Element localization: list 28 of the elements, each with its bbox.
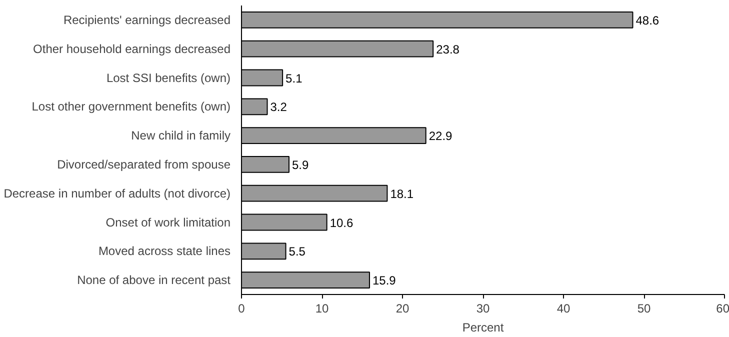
- x-tick-label: 0: [238, 302, 246, 316]
- x-axis-title: Percent: [462, 320, 504, 334]
- y-tick-label: Decrease in number of adults (not divorce): [4, 186, 231, 200]
- data-label: 48.6: [636, 13, 660, 28]
- x-tick-label: 40: [556, 302, 570, 316]
- data-label: 5.9: [292, 158, 310, 172]
- y-tick-label: Other household earnings decreased: [33, 42, 230, 56]
- x-tick-label: 60: [716, 302, 729, 316]
- data-label: 22.9: [428, 129, 453, 144]
- data-label: 23.8: [436, 42, 460, 56]
- y-tick-label: Lost SSI benefits (own): [106, 70, 231, 85]
- data-label: 10.6: [330, 216, 354, 230]
- data-label: 5.1: [286, 71, 303, 86]
- data-label: 3.2: [270, 100, 288, 114]
- y-tick-label: Moved across state lines: [98, 244, 231, 258]
- x-tick-label: 30: [476, 302, 490, 316]
- data-label: 5.5: [288, 244, 306, 259]
- x-tick-label: 50: [637, 302, 651, 316]
- y-tick-label: New child in family: [131, 128, 231, 143]
- y-tick-label: Lost other government benefits (own): [32, 100, 231, 114]
- data-label: 18.1: [390, 186, 414, 201]
- y-tick-label: None of above in recent past: [77, 273, 232, 288]
- data-label: 15.9: [372, 274, 396, 288]
- y-tick-label: Divorced/separated from spouse: [57, 157, 231, 172]
- y-tick-label: Onset of work limitation: [106, 215, 231, 230]
- x-tick-label: 20: [396, 302, 410, 316]
- y-tick-label: Recipients' earnings decreased: [63, 12, 231, 27]
- x-tick-label: 10: [315, 302, 329, 316]
